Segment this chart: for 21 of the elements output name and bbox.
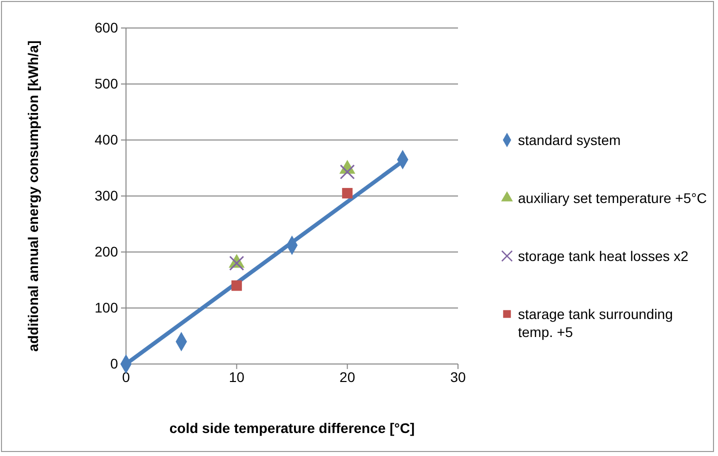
x-tick-label: 0	[122, 368, 130, 385]
x-tick-label: 30	[450, 368, 466, 385]
x-tick-label: 10	[228, 368, 245, 385]
y-tick-label: 0	[110, 355, 118, 372]
point	[231, 280, 242, 291]
x-axis-title: cold side temperature difference [°C]	[169, 420, 415, 436]
y-axis-title: additional annual energy consumption [kWh/a]	[25, 40, 41, 352]
point	[229, 256, 244, 271]
point	[342, 188, 353, 198]
y-tick-label: 300	[94, 187, 118, 204]
legend-label: auxiliary set temperature +5°C	[518, 190, 707, 206]
point	[340, 164, 355, 180]
legend-label: standard system	[518, 132, 621, 148]
legend-label: starage tank surrounding temp. +5	[518, 306, 673, 340]
y-tick-label: 400	[94, 131, 118, 148]
y-tick-label: 500	[94, 75, 118, 92]
y-tick-label: 600	[94, 19, 118, 36]
x-tick-label: 20	[340, 368, 356, 385]
y-tick-label: 200	[94, 243, 118, 260]
y-tick-label: 100	[94, 299, 118, 316]
legend-label: storage tank heat losses x2	[518, 248, 689, 264]
